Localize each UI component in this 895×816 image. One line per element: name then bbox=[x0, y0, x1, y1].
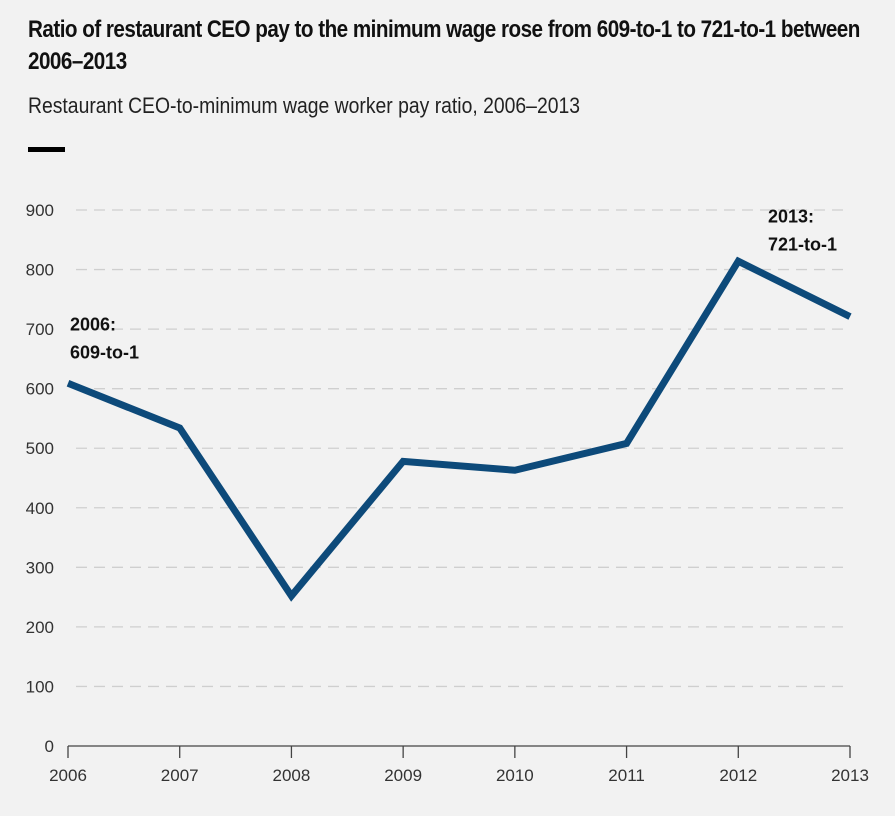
series-group bbox=[66, 256, 852, 602]
x-tick-label: 2009 bbox=[384, 766, 422, 785]
y-tick-label: 0 bbox=[45, 737, 54, 756]
y-tick-label: 200 bbox=[26, 618, 54, 637]
annotation-ratio: 721-to-1 bbox=[768, 235, 837, 255]
annotation-year: 2013: bbox=[768, 207, 814, 227]
y-tick-label: 500 bbox=[26, 439, 54, 458]
x-tick-label: 2008 bbox=[273, 766, 311, 785]
x-tick-label: 2006 bbox=[49, 766, 87, 785]
y-tick-label: 400 bbox=[26, 499, 54, 518]
y-tick-label: 700 bbox=[26, 320, 54, 339]
y-axis-ticks: 0 100 200 300 400 500 600 700 800 900 bbox=[26, 201, 54, 756]
annotations: 2006: 609-to-1 2013: 721-to-1 bbox=[70, 207, 837, 363]
series-line bbox=[66, 256, 852, 602]
chart-title: Ratio of restaurant CEO pay to the minim… bbox=[28, 16, 860, 75]
x-tick-label: 2012 bbox=[719, 766, 757, 785]
y-tick-label: 300 bbox=[26, 558, 54, 577]
x-tick-label: 2007 bbox=[161, 766, 199, 785]
x-axis: 2006 2007 2008 2009 2010 2011 2012 2013 bbox=[49, 745, 869, 785]
gridlines bbox=[76, 209, 850, 688]
x-tick-label: 2013 bbox=[831, 766, 869, 785]
chart-subtitle: Restaurant CEO-to-minimum wage worker pa… bbox=[28, 93, 581, 118]
x-tick-label: 2011 bbox=[608, 766, 645, 785]
title-rule bbox=[28, 147, 65, 152]
y-tick-label: 900 bbox=[26, 201, 54, 220]
y-tick-label: 100 bbox=[26, 677, 54, 696]
y-tick-label: 600 bbox=[26, 380, 54, 399]
annotation-year: 2006: bbox=[70, 314, 116, 334]
annotation-ratio: 609-to-1 bbox=[70, 342, 139, 362]
y-tick-label: 800 bbox=[26, 261, 54, 280]
x-tick-label: 2010 bbox=[496, 766, 534, 785]
